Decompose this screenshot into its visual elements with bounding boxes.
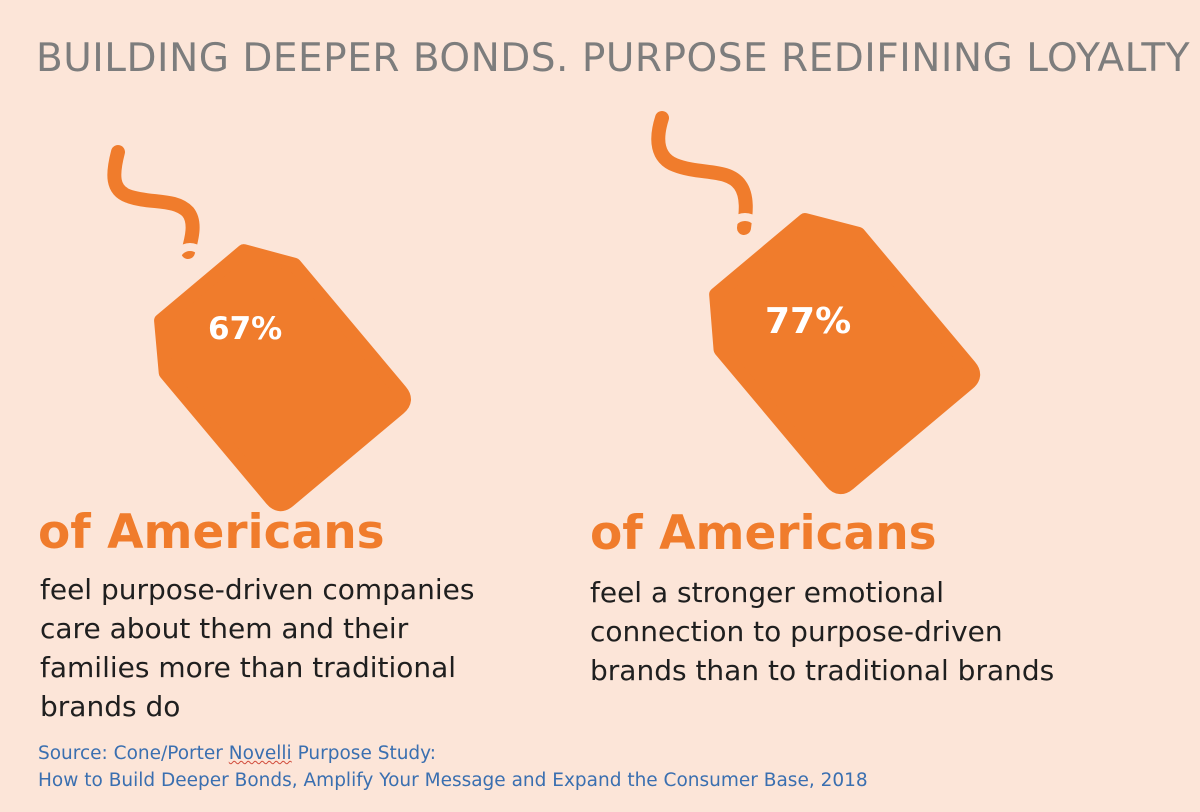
source-line-2: How to Build Deeper Bonds, Amplify Your …: [38, 770, 868, 791]
right-headline: of Americans: [590, 506, 937, 561]
left-price-tag-icon: [154, 244, 411, 512]
page-title: BUILDING DEEPER BONDS. PURPOSE REDIFININ…: [36, 36, 1191, 81]
source-line-1: Source: Cone/Porter Novelli Purpose Stud…: [38, 740, 868, 767]
right-tag-string: [651, 111, 753, 235]
right-description: feel a stronger emotional connection to …: [590, 576, 1055, 687]
source-underlined-word: Novelli: [228, 743, 292, 764]
source-citation: Source: Cone/Porter Novelli Purpose Stud…: [38, 740, 868, 794]
right-percent: 77%: [765, 301, 852, 342]
right-tag-hole: [726, 213, 764, 251]
source-suffix: Purpose Study:: [291, 743, 437, 764]
left-description: feel purpose-driven companies care about…: [40, 573, 475, 723]
left-percent: 67%: [208, 311, 283, 347]
left-tag-hole: [172, 243, 208, 279]
left-tag-string: [107, 145, 200, 259]
right-price-tag-icon: [709, 212, 981, 495]
source-prefix: Source: Cone/Porter: [38, 743, 229, 764]
left-headline: of Americans: [38, 505, 385, 560]
